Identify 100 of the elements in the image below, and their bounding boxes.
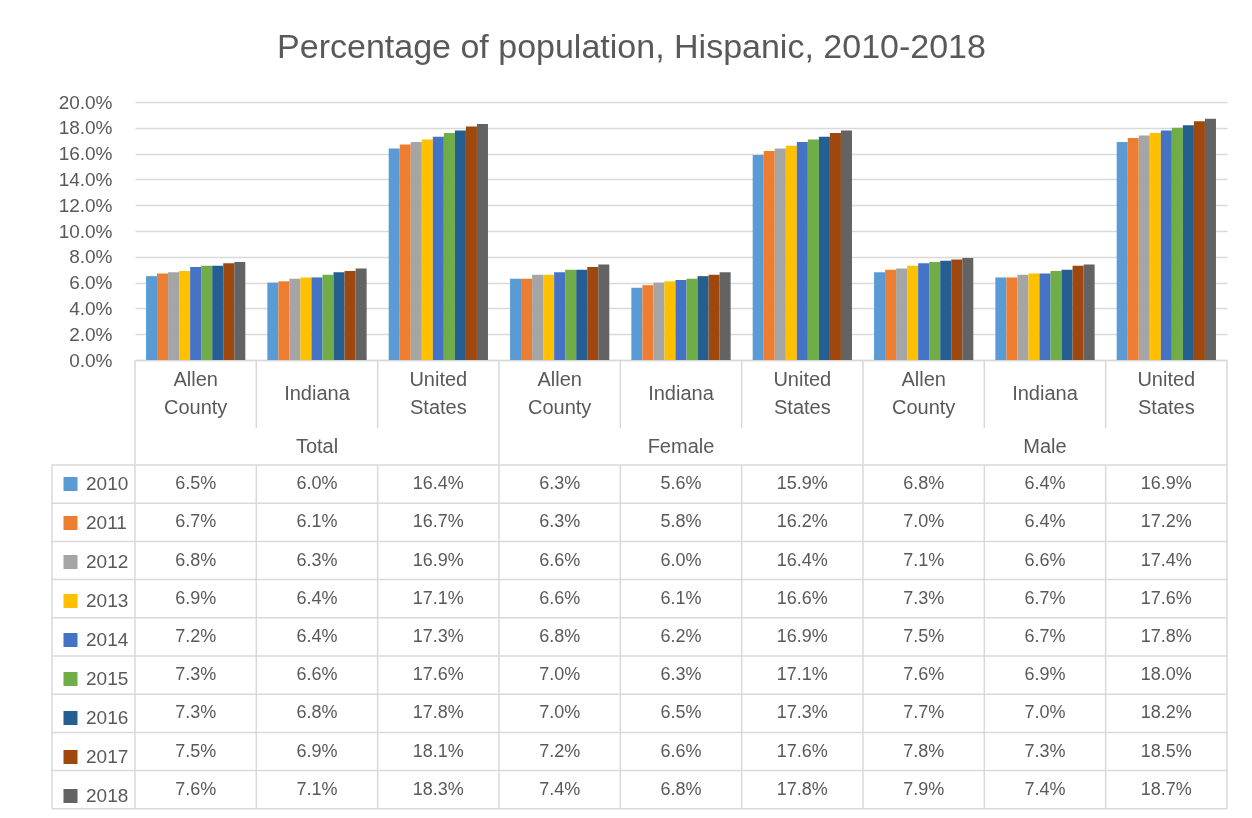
data-label: 16.4% bbox=[776, 549, 828, 570]
text: Total bbox=[295, 434, 339, 457]
data-label: 16.2% bbox=[776, 511, 828, 532]
data-label: 6.2% bbox=[660, 625, 702, 646]
data-label: 7.3% bbox=[175, 664, 217, 685]
bar bbox=[653, 282, 665, 360]
data-label: 6.8% bbox=[903, 473, 945, 494]
bar bbox=[1050, 270, 1062, 360]
bar bbox=[1138, 135, 1150, 360]
data-label: 7.5% bbox=[175, 740, 217, 761]
data-label: 17.3% bbox=[776, 702, 828, 723]
bar bbox=[267, 282, 279, 360]
x-tick-label: Allen County bbox=[163, 368, 228, 418]
data-label: 6.7% bbox=[1024, 625, 1066, 646]
data-label: 6.8% bbox=[539, 625, 581, 646]
bar bbox=[1072, 265, 1084, 360]
bar bbox=[1116, 141, 1128, 360]
data-label: 7.8% bbox=[903, 740, 945, 761]
bar bbox=[212, 265, 224, 360]
y-tick-label: 0.0% bbox=[69, 349, 113, 371]
data-label: 7.3% bbox=[903, 587, 945, 608]
bar bbox=[818, 136, 830, 360]
legend-label: 2016 bbox=[86, 707, 129, 729]
data-label: 7.3% bbox=[175, 702, 217, 723]
y-tick-label: 10.0% bbox=[58, 220, 113, 242]
bar bbox=[1149, 132, 1161, 360]
data-label: 6.0% bbox=[660, 549, 702, 570]
data-label: 7.0% bbox=[539, 702, 581, 723]
x-tick-label: United States bbox=[409, 368, 468, 418]
data-label: 6.0% bbox=[296, 473, 338, 494]
bar bbox=[896, 268, 908, 360]
data-label: 16.9% bbox=[776, 625, 828, 646]
data-label: 17.6% bbox=[1140, 587, 1192, 608]
bar bbox=[510, 278, 522, 360]
bar bbox=[289, 278, 301, 360]
y-tick-label: 8.0% bbox=[69, 246, 113, 268]
bar bbox=[807, 139, 819, 360]
data-label: 6.1% bbox=[660, 587, 702, 608]
data-label: 6.5% bbox=[175, 473, 217, 494]
bar bbox=[554, 272, 566, 360]
bar bbox=[432, 136, 444, 360]
x-tick-label: Indiana bbox=[1012, 382, 1079, 404]
data-label: 7.1% bbox=[296, 778, 338, 799]
bar bbox=[190, 267, 202, 360]
bar bbox=[1039, 273, 1051, 360]
data-label: 16.4% bbox=[412, 473, 464, 494]
data-label: 15.9% bbox=[776, 473, 828, 494]
bar bbox=[918, 263, 930, 360]
y-tick-label: 16.0% bbox=[58, 143, 113, 165]
data-label: 7.6% bbox=[903, 664, 945, 685]
bar bbox=[532, 274, 544, 360]
data-label: 16.7% bbox=[412, 511, 464, 532]
data-label: 6.6% bbox=[660, 740, 702, 761]
legend-label: 2018 bbox=[86, 785, 129, 807]
legend-label: 2013 bbox=[86, 590, 129, 612]
bar bbox=[840, 130, 852, 360]
data-label: 17.1% bbox=[412, 587, 464, 608]
bar bbox=[1061, 269, 1073, 360]
bar bbox=[399, 144, 411, 360]
y-tick-label: 18.0% bbox=[58, 117, 113, 139]
bar bbox=[697, 276, 709, 360]
data-label: 17.3% bbox=[412, 625, 464, 646]
data-label: 7.1% bbox=[903, 549, 945, 570]
data-label: 7.7% bbox=[903, 702, 945, 723]
bar bbox=[576, 269, 588, 360]
bar bbox=[796, 141, 808, 360]
y-tick-label: 4.0% bbox=[69, 297, 113, 319]
bar bbox=[1017, 274, 1029, 360]
data-label: 6.8% bbox=[660, 778, 702, 799]
bar bbox=[388, 148, 400, 360]
bar bbox=[157, 273, 169, 360]
data-label: 16.9% bbox=[412, 549, 464, 570]
data-label: 17.4% bbox=[1140, 549, 1192, 570]
bar bbox=[929, 261, 941, 360]
bar bbox=[1171, 127, 1183, 360]
bar bbox=[675, 280, 687, 360]
data-label: 17.8% bbox=[412, 702, 464, 723]
bar bbox=[421, 139, 433, 360]
bar bbox=[1127, 138, 1139, 360]
y-tick-label: 20.0% bbox=[58, 91, 113, 113]
x-tick-label: Indiana bbox=[284, 382, 351, 404]
data-label: 6.6% bbox=[296, 664, 338, 685]
bar bbox=[587, 267, 599, 360]
bar bbox=[708, 274, 720, 360]
bar bbox=[995, 277, 1007, 360]
bar bbox=[874, 272, 886, 360]
data-label: 7.0% bbox=[539, 664, 581, 685]
bar bbox=[1006, 277, 1018, 360]
bar bbox=[951, 259, 963, 360]
data-label: 7.6% bbox=[175, 778, 217, 799]
data-label: 18.5% bbox=[1140, 740, 1192, 761]
data-label: 6.5% bbox=[660, 702, 702, 723]
data-label: 7.2% bbox=[539, 740, 581, 761]
data-label: 6.6% bbox=[539, 587, 581, 608]
bar bbox=[763, 151, 775, 360]
bar bbox=[598, 264, 610, 360]
bar bbox=[521, 278, 533, 360]
bar bbox=[454, 130, 466, 360]
y-tick-label: 12.0% bbox=[58, 194, 113, 216]
legend-label: 2014 bbox=[86, 629, 129, 651]
